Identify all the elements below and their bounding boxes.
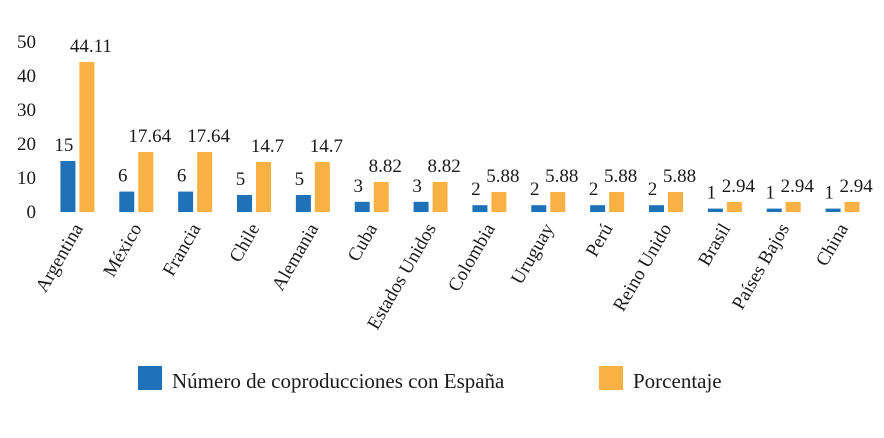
data-label-porcentaje: 5.88	[604, 166, 637, 187]
y-tick-label: 20	[17, 134, 36, 155]
data-label-porcentaje: 2.94	[722, 176, 756, 197]
legend-swatch	[138, 366, 162, 390]
data-label-coproducciones: 3	[412, 176, 422, 197]
y-tick-label: 40	[17, 66, 36, 87]
bar-coproducciones	[354, 201, 370, 212]
bar-coproducciones	[590, 205, 606, 212]
y-tick-label: 10	[17, 168, 36, 189]
bar-porcentaje	[432, 182, 448, 212]
bar-porcentaje	[609, 192, 625, 212]
x-category-label: Países Bajos	[728, 220, 794, 313]
bar-coproducciones	[60, 161, 76, 212]
data-label-porcentaje: 5.88	[486, 166, 519, 187]
bar-coproducciones	[295, 195, 311, 212]
bar-porcentaje	[668, 192, 683, 212]
x-category-label: Colombia	[444, 220, 500, 296]
y-axis: 0 10 20 30 40 50	[17, 32, 36, 223]
data-label-coproducciones: 6	[177, 166, 187, 187]
data-label-porcentaje: 17.64	[187, 126, 230, 147]
data-label-coproducciones: 5	[236, 169, 246, 190]
bar-coproducciones	[178, 191, 194, 212]
data-label-porcentaje: 2.94	[839, 176, 873, 197]
x-category-label: Uruguay	[507, 220, 559, 289]
bar-coproducciones	[707, 208, 723, 212]
data-label-coproducciones: 3	[353, 176, 363, 197]
bar-porcentaje	[844, 202, 860, 212]
x-category-label: México	[99, 220, 146, 281]
data-label-porcentaje: 8.82	[369, 156, 402, 177]
data-label-porcentaje: 44.11	[70, 36, 112, 57]
y-tick-label: 50	[17, 32, 36, 53]
legend-label: Porcentaje	[633, 369, 722, 393]
bar-porcentaje	[785, 202, 801, 212]
bar-porcentaje	[79, 62, 95, 212]
bar-porcentaje	[138, 152, 154, 212]
data-label-porcentaje: 2.94	[781, 176, 815, 197]
x-category-label: Francia	[159, 220, 206, 280]
x-category-label: Perú	[582, 220, 618, 261]
data-label-coproducciones: 2	[471, 179, 481, 200]
bar-porcentaje	[197, 152, 213, 212]
data-label-coproducciones: 2	[530, 179, 540, 200]
x-category-label: Cuba	[344, 220, 383, 266]
x-category-label: Alemania	[268, 220, 323, 295]
x-category-label: Brasil	[694, 220, 735, 270]
data-label-porcentaje: 5.88	[663, 166, 696, 187]
data-label-porcentaje: 17.64	[128, 126, 171, 147]
data-label-coproducciones: 2	[589, 179, 599, 200]
bar-coproducciones	[649, 205, 664, 212]
data-label-porcentaje: 8.82	[427, 156, 460, 177]
data-label-coproducciones: 1	[765, 183, 775, 204]
y-tick-label: 0	[27, 202, 37, 223]
bar-coproducciones	[119, 191, 135, 212]
bar-porcentaje	[491, 192, 507, 212]
data-label-porcentaje: 14.7	[251, 136, 284, 157]
data-label-coproducciones: 6	[118, 166, 128, 187]
bar-porcentaje	[726, 202, 742, 212]
x-category-label: Reino Unido	[609, 220, 676, 315]
x-category-label: Chile	[226, 220, 265, 266]
legend-label: Número de coproducciones con España	[172, 369, 505, 393]
y-tick-label: 30	[17, 100, 36, 121]
bars	[60, 62, 860, 212]
data-label-porcentaje: 14.7	[310, 136, 343, 157]
x-category-label: China	[812, 220, 853, 270]
bar-coproducciones	[766, 208, 782, 212]
bar-porcentaje	[550, 192, 566, 212]
legend: Número de coproducciones con España Porce…	[138, 366, 722, 393]
bar-porcentaje	[314, 162, 330, 212]
x-axis: Argentina México Francia Chile Alemania CubaE…	[32, 220, 853, 334]
data-label-coproducciones: 2	[648, 179, 658, 200]
data-label-coproducciones: 1	[824, 183, 834, 204]
bar-coproducciones	[413, 201, 429, 212]
bar-porcentaje	[373, 182, 389, 212]
data-label-coproducciones: 5	[295, 169, 305, 190]
data-label-porcentaje: 5.88	[545, 166, 578, 187]
data-labels: 1544.11617.64617.64514.7514.738.8238.822…	[54, 36, 873, 204]
bar-coproducciones	[237, 195, 252, 212]
data-label-coproducciones: 15	[54, 135, 73, 156]
bar-coproducciones	[531, 205, 547, 212]
bar-coproducciones	[825, 208, 841, 212]
bar-coproducciones	[472, 205, 488, 212]
legend-swatch	[599, 366, 623, 390]
bar-porcentaje	[256, 162, 271, 212]
data-label-coproducciones: 1	[707, 183, 717, 204]
x-category-label: Argentina	[32, 220, 88, 296]
